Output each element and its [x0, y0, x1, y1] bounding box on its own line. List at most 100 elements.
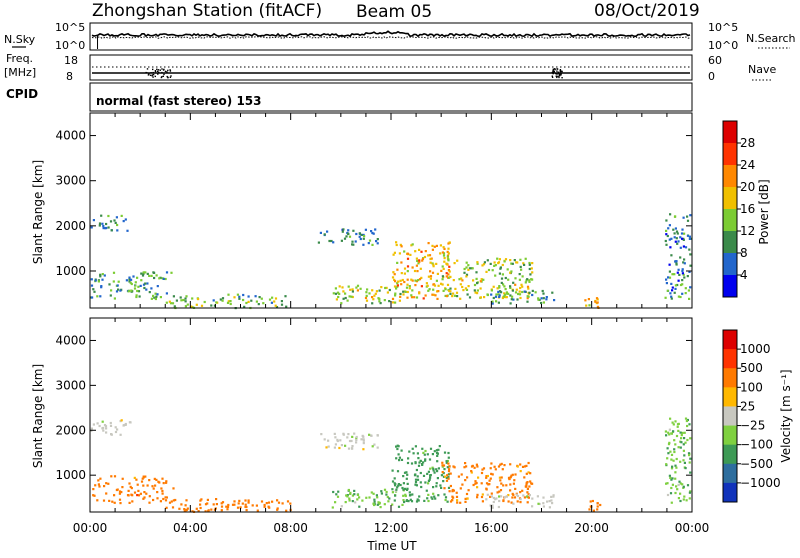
range-cell — [665, 282, 668, 285]
range-cell — [506, 268, 509, 271]
range-cell — [460, 277, 463, 280]
range-cell — [325, 446, 328, 449]
range-cell — [101, 420, 104, 423]
nave-dropout — [559, 69, 562, 71]
range-cell — [521, 290, 524, 294]
colorbar-tick-label: 100 — [740, 380, 763, 394]
range-cell — [179, 296, 182, 299]
range-cell — [476, 282, 479, 285]
nave-dropout — [151, 74, 154, 76]
range-cell — [236, 506, 240, 509]
range-cell — [353, 432, 356, 435]
x-tick-label: 04:00 — [173, 521, 208, 535]
range-cell — [527, 461, 530, 465]
range-cell — [394, 489, 397, 493]
range-cell — [237, 502, 240, 505]
range-cell — [360, 233, 363, 236]
range-cell — [667, 443, 671, 446]
range-cell — [334, 443, 337, 446]
range-cell — [667, 452, 670, 455]
range-cell — [136, 289, 139, 293]
range-cell — [510, 501, 513, 504]
range-cell — [242, 298, 245, 302]
range-cell — [686, 215, 689, 218]
range-cell — [353, 493, 356, 496]
range-cell — [476, 465, 479, 468]
range-cell — [429, 275, 433, 278]
range-cell — [154, 484, 157, 487]
range-cell — [411, 243, 414, 246]
range-cell — [378, 297, 381, 301]
range-cell — [362, 237, 365, 240]
range-cell — [683, 461, 686, 464]
range-cell — [472, 279, 475, 282]
range-cell — [383, 488, 387, 491]
range-cell — [681, 292, 684, 295]
nsky-trace — [91, 30, 691, 38]
range-cell — [670, 501, 673, 504]
range-cell — [402, 488, 405, 491]
range-cell — [671, 483, 674, 486]
range-cell — [447, 252, 450, 255]
range-cell — [172, 499, 175, 502]
range-cell — [529, 472, 532, 475]
range-cell — [677, 279, 680, 282]
range-cell — [348, 497, 351, 500]
range-cell — [679, 482, 682, 485]
range-cell — [143, 286, 146, 290]
range-cell — [244, 505, 247, 508]
range-cell — [277, 501, 281, 504]
range-cell — [667, 227, 670, 230]
range-cell — [416, 498, 419, 501]
range-cell — [171, 302, 175, 305]
range-cell — [336, 438, 339, 441]
range-cell — [191, 306, 194, 309]
range-cell — [673, 232, 676, 235]
range-cell — [226, 301, 230, 304]
range-cell — [247, 501, 250, 504]
range-cell — [490, 289, 493, 292]
x-tick-label: 00:00 — [73, 521, 108, 535]
range-cell — [679, 499, 682, 503]
range-cell — [528, 279, 531, 282]
range-cell — [129, 421, 132, 424]
range-cell — [446, 459, 449, 463]
range-cell — [452, 292, 455, 295]
range-cell — [502, 283, 505, 286]
range-cell — [516, 500, 519, 503]
nave-dropout — [157, 71, 160, 73]
range-cell — [413, 296, 416, 299]
range-cell — [130, 493, 133, 496]
range-cell — [514, 277, 517, 280]
nave-dropout — [166, 71, 168, 73]
range-cell — [409, 253, 412, 256]
range-cell — [673, 215, 677, 218]
range-cell — [372, 502, 375, 505]
range-cell — [493, 261, 496, 264]
range-cell — [449, 484, 452, 488]
range-cell — [680, 434, 683, 437]
range-cell — [388, 497, 391, 500]
range-cell — [677, 429, 680, 432]
range-cell — [512, 298, 515, 301]
range-cell — [516, 465, 519, 468]
range-cell — [675, 237, 678, 240]
range-cell — [375, 290, 378, 293]
range-cell — [165, 506, 168, 509]
range-cell — [531, 293, 534, 297]
range-cell — [476, 292, 479, 295]
range-cell — [669, 476, 672, 479]
range-cell — [142, 497, 145, 500]
range-cell — [441, 465, 444, 468]
power-colorbar-label: Power [dB] — [757, 179, 771, 244]
range-cell — [146, 282, 149, 285]
range-cell — [441, 275, 444, 278]
range-cell — [396, 444, 399, 447]
range-cell — [120, 419, 123, 422]
range-cell — [328, 239, 331, 243]
y-tick-label: 3000 — [55, 174, 86, 188]
range-cell — [411, 493, 414, 496]
range-cell — [432, 293, 435, 296]
range-cell — [494, 274, 497, 277]
range-cell — [686, 275, 689, 278]
